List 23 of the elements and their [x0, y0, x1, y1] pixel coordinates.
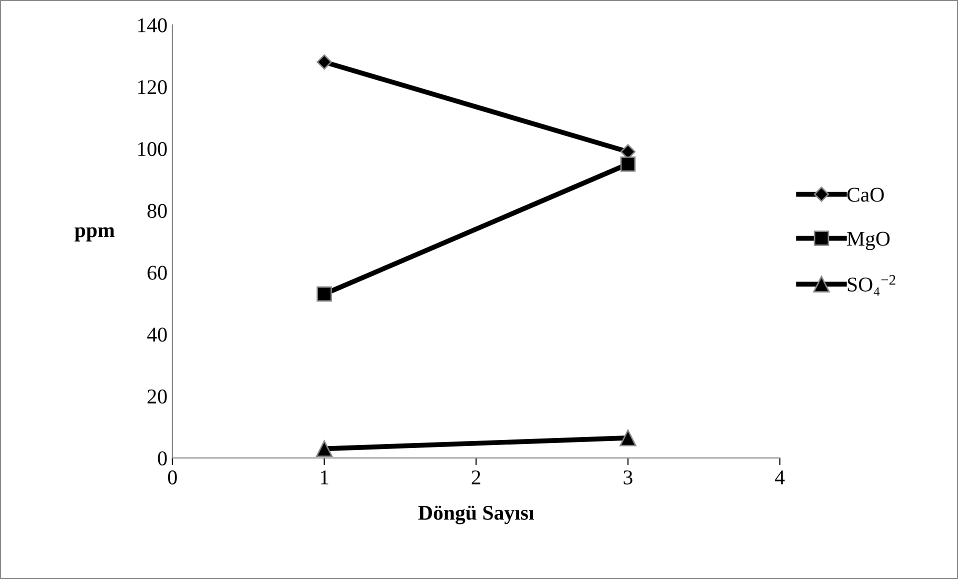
point — [620, 430, 636, 446]
y-tick-label: 20 — [148, 389, 167, 404]
point — [620, 156, 636, 172]
y-tick-label: 120 — [138, 80, 167, 94]
point — [316, 440, 333, 458]
x-tick-label: 3 — [624, 470, 632, 484]
point — [316, 286, 332, 302]
point — [316, 54, 332, 70]
x-tick-label: 1 — [320, 470, 328, 484]
y-tick-label: 80 — [148, 204, 167, 218]
y-tick-label: 100 — [138, 142, 167, 156]
legend-label: CaO — [847, 188, 884, 202]
y-axis-title: ppm — [74, 227, 115, 242]
y-tick-label: 60 — [148, 266, 167, 280]
legend-label: SO₄$^{−2}$ — [848, 275, 896, 296]
legend-label: MgO — [847, 232, 890, 250]
x-tick-label: 2 — [472, 470, 480, 484]
y-tick-label: 40 — [147, 328, 167, 342]
x-tick-label: 4 — [775, 470, 785, 484]
x-tick-label: 0 — [168, 470, 177, 484]
y-tick-label: 140 — [138, 18, 167, 32]
y-tick-label: 0 — [158, 451, 167, 466]
x-axis-title: Döngü Sayısı — [418, 506, 534, 524]
